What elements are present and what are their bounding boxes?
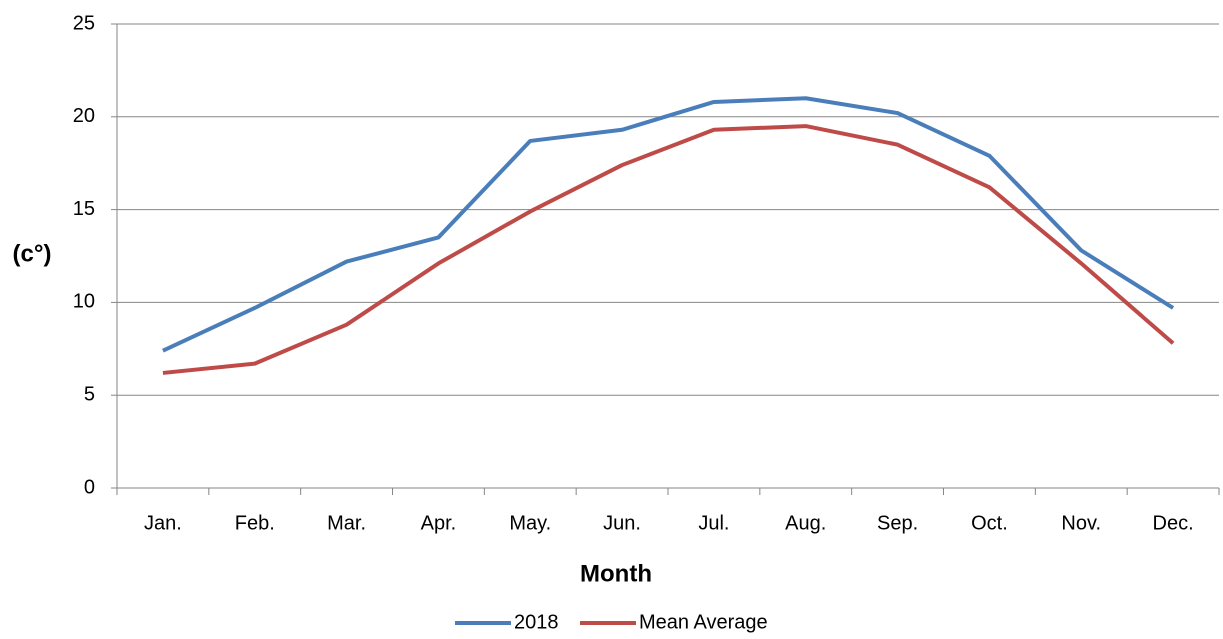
x-tick-label: Aug. [785,512,826,534]
x-tick-label: Sep. [877,512,918,534]
legend-label: Mean Average [639,611,768,633]
y-tick-label: 5 [84,383,95,405]
x-tick-label: Dec. [1153,512,1194,534]
series-line [162,96,1175,353]
y-axis-label: (c°) [13,240,52,267]
x-tick-label: Jul. [698,512,729,534]
y-tick-label: 20 [73,105,95,127]
y-tick-label: 10 [73,291,95,313]
legend-label: 2018 [514,611,559,633]
x-tick-label: May. [509,512,551,534]
x-tick-label: Feb. [235,512,275,534]
series-line [162,124,1175,375]
x-tick-label: Apr. [421,512,457,534]
y-tick-label: 25 [73,12,95,34]
x-axis-label: Month [580,560,652,587]
x-tick-label: Jan. [144,512,182,534]
y-tick-label: 15 [73,198,95,220]
y-tick-label: 0 [84,476,95,498]
x-tick-label: Oct. [971,512,1008,534]
x-tick-label: Mar. [327,512,366,534]
x-tick-label: Jun. [603,512,641,534]
x-tick-label: Nov. [1061,512,1101,534]
